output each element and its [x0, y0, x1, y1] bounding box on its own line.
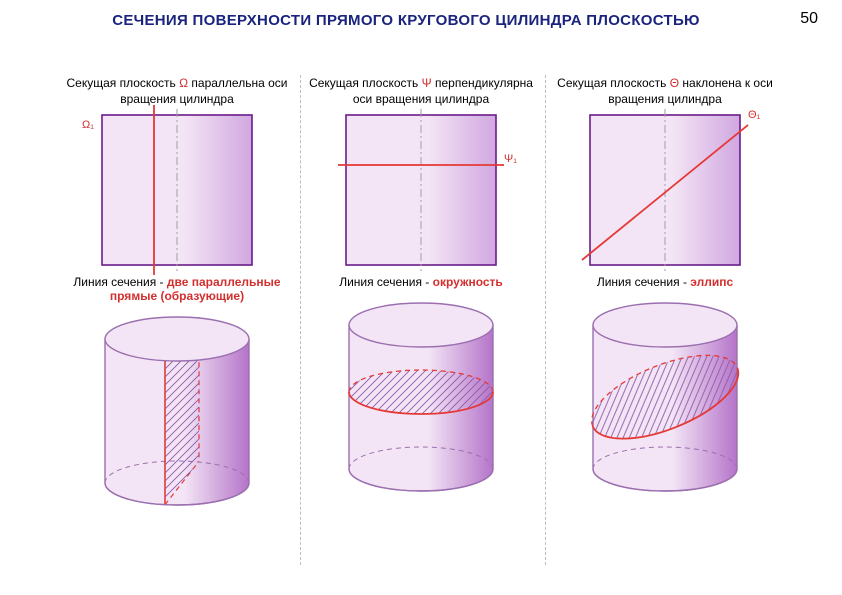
- cylinder-3d-view: [575, 297, 755, 497]
- columns-container: Секущая плоскость Ω параллельна оси вращ…: [55, 75, 787, 575]
- column-inclined: Секущая плоскость Θ наклонена к оси вращ…: [543, 75, 787, 575]
- section-line-label: Линия сечения - эллипс: [597, 275, 733, 289]
- section-line-label: Линия сечения - окружность: [339, 275, 503, 289]
- page-number: 50: [800, 10, 818, 28]
- plane-symbol-label: Ψ₁: [504, 153, 517, 165]
- cylinder-3d-view: [331, 297, 511, 497]
- column-perpendicular: Секущая плоскость Ψ перпендикулярна оси …: [299, 75, 543, 575]
- front-view-square: Ω₁: [102, 115, 252, 265]
- plane-symbol-label: Θ₁: [748, 109, 760, 121]
- front-view-square: Θ₁: [590, 115, 740, 265]
- column-subhead: Секущая плоскость Ω параллельна оси вращ…: [55, 75, 299, 107]
- plane-symbol-label: Ω₁: [82, 119, 94, 131]
- column-parallel: Секущая плоскость Ω параллельна оси вращ…: [55, 75, 299, 575]
- section-line-label: Линия сечения - две параллельные прямые …: [55, 275, 299, 303]
- page-title: СЕЧЕНИЯ ПОВЕРХНОСТИ ПРЯМОГО КРУГОВОГО ЦИ…: [50, 12, 762, 29]
- column-subhead: Секущая плоскость Ψ перпендикулярна оси …: [299, 75, 543, 107]
- cylinder-3d-view: [87, 311, 267, 511]
- front-view-square: Ψ₁: [346, 115, 496, 265]
- column-subhead: Секущая плоскость Θ наклонена к оси вращ…: [543, 75, 787, 107]
